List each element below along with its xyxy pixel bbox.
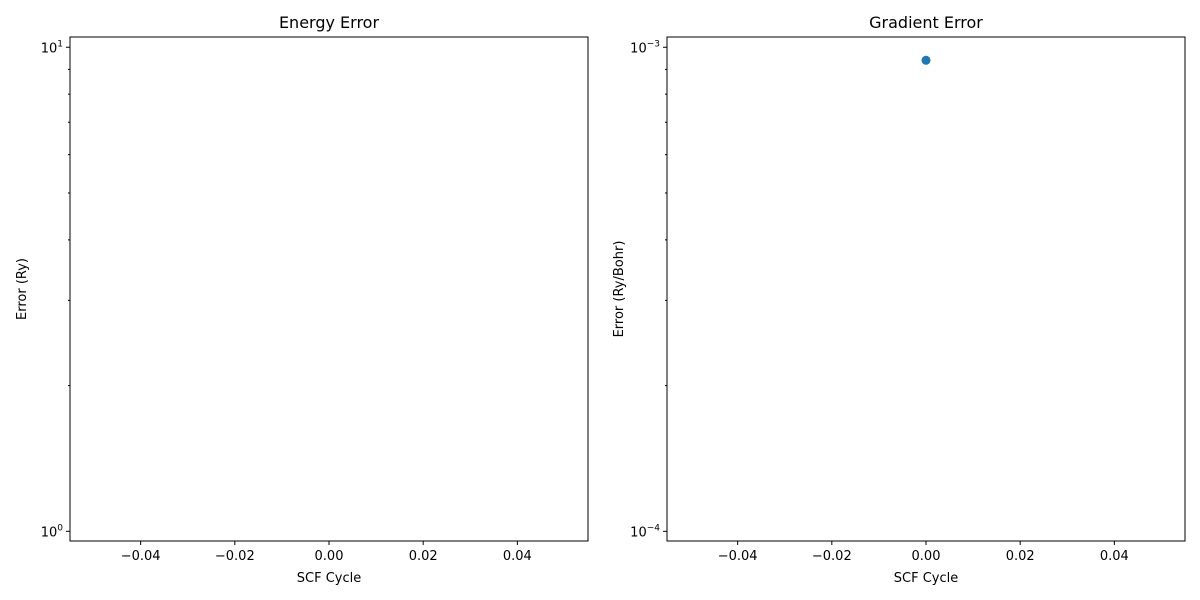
x-tick-label: 0.04 — [1100, 549, 1129, 564]
x-tick-label: −0.02 — [215, 549, 255, 564]
y-tick-exponent: 1 — [57, 39, 63, 49]
x-tick-label: −0.04 — [121, 549, 161, 564]
x-tick-label: 0.02 — [409, 549, 438, 564]
x-tick-label: −0.04 — [718, 549, 758, 564]
x-tick-label: 0.00 — [912, 549, 941, 564]
x-axis-label: SCF Cycle — [894, 571, 958, 586]
y-tick-base: 10 — [630, 525, 647, 540]
plot-area-frame — [666, 36, 1186, 542]
data-point — [921, 55, 931, 65]
x-axis-label: SCF Cycle — [297, 571, 361, 586]
x-tick-label: 0.00 — [315, 549, 344, 564]
chart-title: Energy Error — [279, 13, 380, 32]
energy-error-panel: Energy Error SCF Cycle Error (Ry) −0.04 −0.0… — [15, 13, 589, 586]
y-tick-exponent: 0 — [57, 523, 63, 533]
y-tick-label: 100 — [41, 523, 64, 540]
y-tick-base: 10 — [41, 525, 58, 540]
y-tick-exponent: −3 — [647, 39, 660, 49]
y-tick-label: 101 — [41, 39, 63, 56]
y-axis-label: Error (Ry/Bohr) — [612, 241, 627, 338]
y-tick-exponent: −4 — [647, 523, 661, 533]
plot-area-frame — [69, 36, 589, 542]
y-tick-label: 10−4 — [630, 523, 660, 540]
chart-title: Gradient Error — [869, 13, 983, 32]
x-tick-label: 0.02 — [1006, 549, 1035, 564]
gradient-error-panel: Gradient Error SCF Cycle Error (Ry/Bohr) −0… — [612, 13, 1186, 586]
y-axis-label: Error (Ry) — [15, 258, 30, 320]
x-tick-label: −0.02 — [812, 549, 852, 564]
y-tick-base: 10 — [41, 41, 58, 56]
x-tick-label: 0.04 — [503, 549, 532, 564]
y-tick-label: 10−3 — [630, 39, 660, 56]
y-tick-base: 10 — [630, 41, 647, 56]
